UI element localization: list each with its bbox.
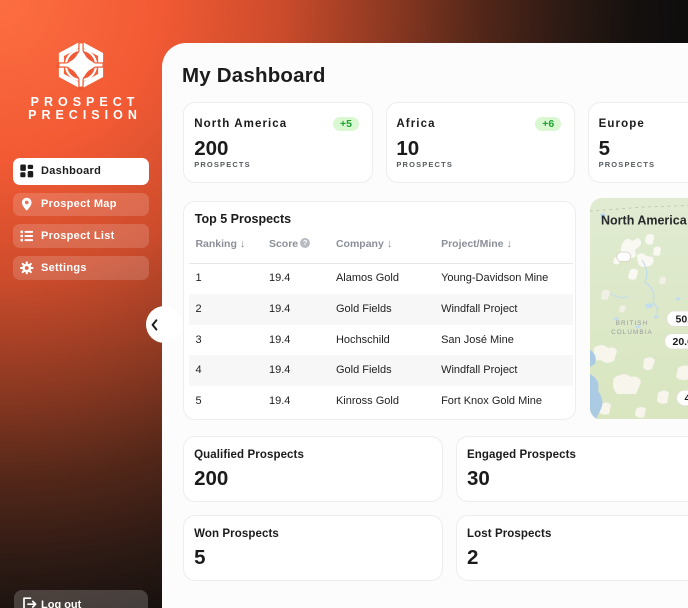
- svg-text:BRITISH: BRITISH: [616, 320, 649, 327]
- svg-text:20.66: 20.66: [672, 336, 688, 348]
- svg-text:50.2: 50.2: [675, 313, 688, 325]
- svg-text:North America: North America: [601, 214, 688, 228]
- svg-text:46: 46: [684, 393, 688, 405]
- svg-text:COLUMBIA: COLUMBIA: [611, 329, 653, 336]
